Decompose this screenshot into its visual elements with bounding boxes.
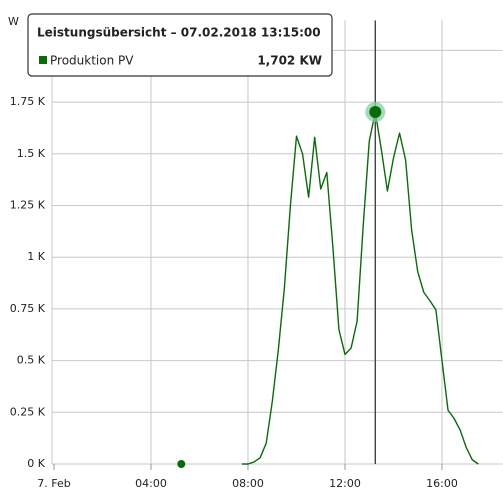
y-tick-label: 0.5 K bbox=[17, 354, 46, 367]
point bbox=[177, 460, 186, 468]
y-tick-label: 1.5 K bbox=[17, 147, 46, 160]
tooltip: Leistungsübersicht – 07.02.2018 13:15:00… bbox=[27, 13, 333, 77]
tooltip-series: Produktion PV bbox=[50, 54, 134, 68]
tooltip-title: Leistungsübersicht – 07.02.2018 13:15:00 bbox=[37, 26, 321, 40]
tooltip-value: 1,702 KW bbox=[257, 54, 322, 68]
y-unit: W bbox=[8, 15, 19, 28]
tooltip-box bbox=[27, 13, 333, 77]
x-tick-label: 12:00 bbox=[329, 477, 361, 490]
x-tick-label: 04:00 bbox=[135, 477, 167, 490]
y-tick-label: 1 K bbox=[27, 250, 45, 263]
y-tick-label: 1.25 K bbox=[10, 199, 46, 212]
y-tick-label: 0.75 K bbox=[10, 302, 46, 315]
highlight-point bbox=[369, 106, 382, 119]
tooltip-swatch bbox=[39, 56, 47, 64]
x-tick-label: 16:00 bbox=[426, 477, 458, 490]
x-tick-label: 08:00 bbox=[232, 477, 264, 490]
y-tick-label: 1.75 K bbox=[10, 95, 46, 108]
plot-area: 0 K 0.25 K 0.5 K 0.75 K 1 K 1.25 K 1.5 K 1.75 K… bbox=[10, 20, 503, 490]
y-tick-label: 0 K bbox=[27, 457, 45, 470]
y-tick-label: 0.25 K bbox=[10, 405, 46, 418]
x-tick-label: 7. Feb bbox=[37, 477, 70, 490]
line bbox=[241, 111, 479, 465]
